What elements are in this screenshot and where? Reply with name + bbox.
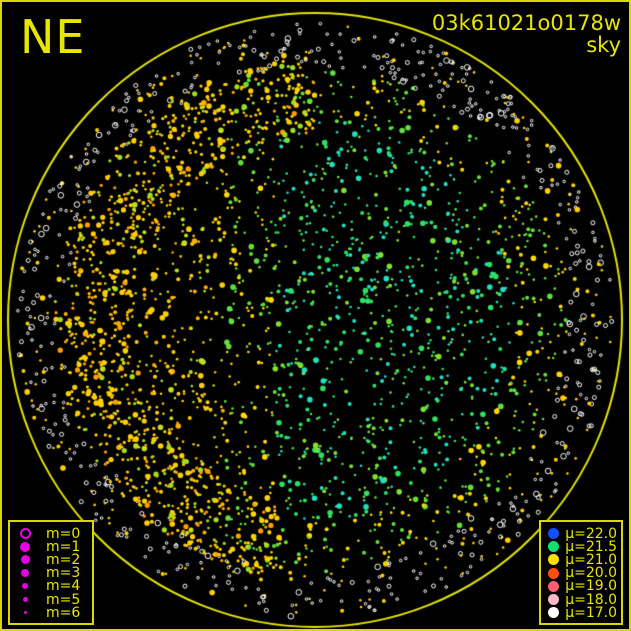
color-swatch-icon (545, 580, 561, 592)
sky-brightness-label: μ=21.5 (565, 538, 617, 555)
magnitude-symbol-icon (14, 541, 36, 552)
magnitude-symbol-icon (14, 611, 36, 615)
color-swatch-icon (545, 554, 561, 566)
sky-brightness-legend-item: μ=21.0 (545, 551, 617, 568)
frame-subtitle: sky (586, 33, 621, 58)
magnitude-label: m=5 (46, 591, 81, 608)
magnitude-label: m=4 (46, 578, 81, 595)
sky-brightness-label: μ=20.0 (565, 565, 617, 582)
sky-brightness-label: μ=22.0 (565, 525, 617, 542)
magnitude-symbol-icon (14, 528, 36, 540)
magnitude-legend-item: m=1 (14, 538, 88, 555)
magnitude-label: m=0 (46, 525, 81, 542)
sky-brightness-legend-item: μ=19.0 (545, 578, 617, 595)
magnitude-label: m=2 (46, 551, 81, 568)
sky-brightness-legend-item: μ=22.0 (545, 525, 617, 542)
sky-brightness-legend-item: μ=17.0 (545, 604, 617, 621)
sky-brightness-label: μ=18.0 (565, 591, 617, 608)
sky-brightness-label: μ=19.0 (565, 578, 617, 595)
magnitude-legend-item: m=5 (14, 591, 88, 608)
sky-brightness-legend-item: μ=20.0 (545, 565, 617, 582)
magnitude-symbol-icon (14, 555, 36, 565)
magnitude-legend-item: m=3 (14, 565, 88, 582)
magnitude-legend-item: m=2 (14, 551, 88, 568)
sky-brightness-legend-item: μ=21.5 (545, 538, 617, 555)
frame-title: 03k61021o0178w sky (432, 12, 621, 56)
direction-label: NE (20, 10, 86, 64)
color-swatch-icon (545, 567, 561, 579)
frame-id: 03k61021o0178w (431, 11, 621, 35)
magnitude-symbol-icon (14, 583, 36, 590)
magnitude-symbol-icon (14, 597, 36, 603)
sky-brightness-label: μ=17.0 (565, 604, 617, 621)
magnitude-legend: m=0 m=1 m=2 m=3 m=4 m=5 m=6 (8, 520, 94, 625)
magnitude-legend-item: m=0 (14, 525, 88, 542)
color-swatch-icon (545, 607, 561, 619)
magnitude-label: m=1 (46, 538, 81, 555)
sky-brightness-legend-item: μ=18.0 (545, 591, 617, 608)
color-swatch-icon (545, 528, 561, 540)
magnitude-label: m=3 (46, 565, 81, 582)
magnitude-symbol-icon (14, 569, 36, 578)
magnitude-legend-item: m=6 (14, 604, 88, 621)
magnitude-legend-item: m=4 (14, 578, 88, 595)
sky-brightness-legend: μ=22.0 μ=21.5 μ=21.0 μ=20.0 μ=19.0 μ=18.0 μ=17… (539, 520, 623, 625)
sky-brightness-label: μ=21.0 (565, 551, 617, 568)
magnitude-label: m=6 (46, 604, 81, 621)
color-swatch-icon (545, 541, 561, 553)
color-swatch-icon (545, 594, 561, 606)
